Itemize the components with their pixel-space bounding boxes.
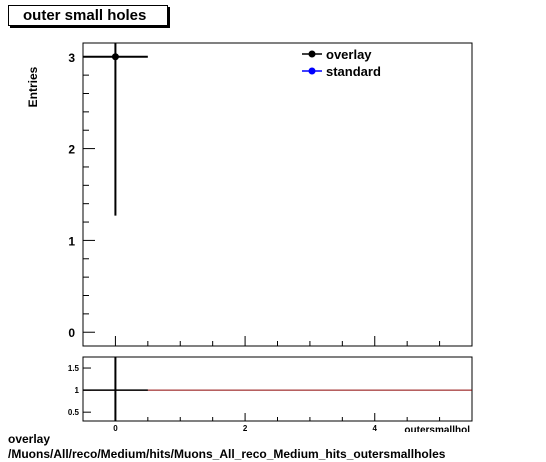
legend-label: overlay — [326, 47, 372, 62]
y-tick-label: 1 — [68, 234, 75, 248]
ratio-plot-frame — [82, 356, 473, 422]
ratio-x-tick-label: 2 — [243, 424, 248, 433]
chart-title: outer small holes — [23, 7, 147, 24]
ratio-y-tick-label: 1 — [75, 386, 80, 395]
ratio-x-tick-label: 4 — [373, 424, 378, 433]
footer-line-2: /Muons/All/reco/Medium/hits/Muons_All_re… — [8, 447, 446, 461]
ratio-x-tick-label: 0 — [113, 424, 118, 433]
y-tick-label: 0 — [68, 326, 75, 340]
ratio-y-tick-label: 1.5 — [68, 364, 80, 373]
ratio-y-tick-label: 0.5 — [68, 408, 80, 417]
footer-line-1: overlay — [8, 432, 51, 446]
legend-label: standard — [326, 64, 381, 79]
y-tick-label: 2 — [68, 143, 75, 157]
chart-title-box: outer small holes — [8, 5, 168, 26]
ratio-x-axis-label: outersmallhol — [404, 425, 470, 436]
legend-marker-point — [308, 67, 316, 75]
main-plot-frame — [82, 42, 473, 347]
legend-marker-point — [308, 50, 316, 58]
y-tick-label: 3 — [68, 51, 75, 65]
y-axis-label: Entries — [26, 66, 40, 107]
data-point — [111, 53, 119, 61]
